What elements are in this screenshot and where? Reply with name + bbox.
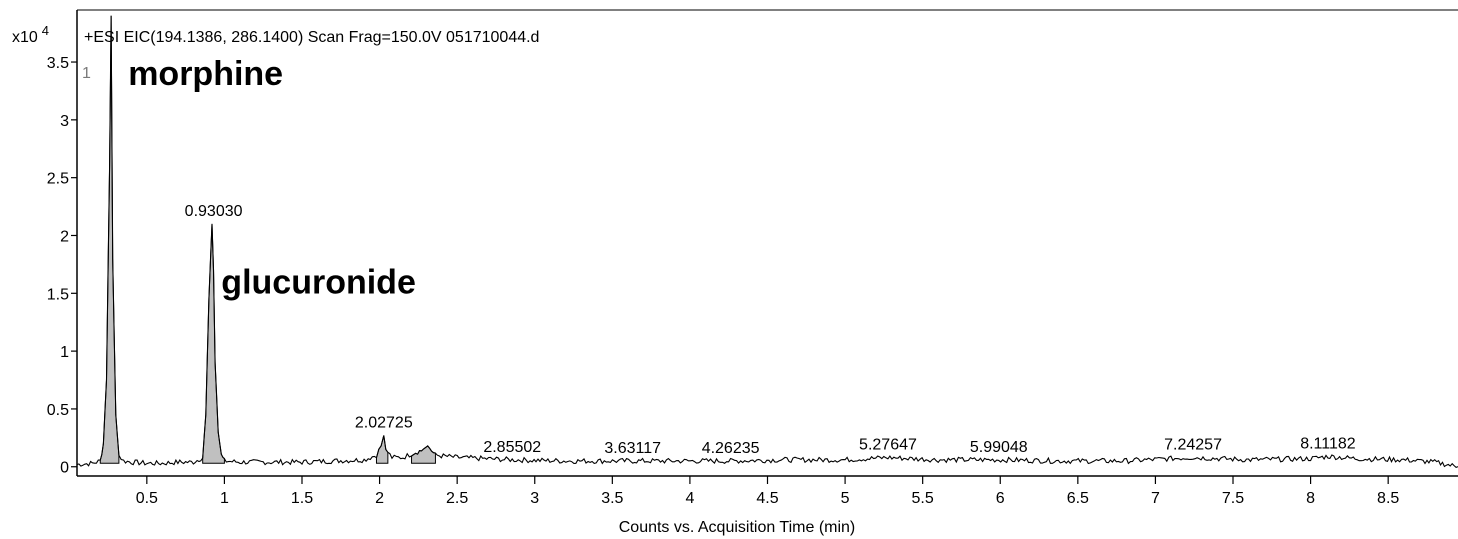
x-tick-label: 2	[375, 490, 384, 507]
corner-label: 1	[82, 65, 91, 82]
chart-title: +ESI EIC(194.1386, 286.1400) Scan Frag=1…	[84, 29, 539, 46]
x-tick-label: 0.5	[136, 490, 158, 507]
x-tick-label: 3	[530, 490, 539, 507]
peak-label: 7.24257	[1164, 436, 1222, 453]
x-tick-label: 1	[220, 490, 229, 507]
peak-label: 3.63117	[604, 440, 661, 457]
peak-label: 5.27647	[859, 436, 917, 453]
x-tick-label: 2.5	[446, 490, 468, 507]
y-tick-label: 0.5	[47, 402, 69, 419]
x-tick-label: 4	[685, 490, 694, 507]
peak-label: 4.26235	[702, 440, 760, 457]
y-exponent-power: 4	[42, 23, 49, 38]
x-tick-label: 7	[1151, 490, 1160, 507]
peak-label: 2.02725	[355, 415, 413, 432]
compound-annotation: morphine	[128, 55, 283, 93]
x-axis-label: Counts vs. Acquisition Time (min)	[619, 519, 856, 536]
y-tick-label: 3.5	[47, 55, 69, 72]
x-tick-label: 8	[1306, 490, 1315, 507]
peak-label: 5.99048	[970, 439, 1028, 456]
y-tick-label: 2	[60, 228, 69, 245]
compound-annotation: glucuronide	[221, 263, 416, 301]
plot-area: 0.5 1 1.5 2 2.5 3 3.5 4 4.5 5 5.5 6 6.5 7 7.5 8 8.5 0 0.5 1…	[47, 15, 1458, 507]
peak-label: 0.93030	[185, 203, 243, 220]
y-tick-label: 0	[60, 460, 69, 477]
peak-label: 2.85502	[483, 439, 541, 456]
chromatogram-trace	[76, 15, 1458, 469]
y-tick-label: 1.5	[47, 286, 69, 303]
y-tick-label: 3	[60, 113, 69, 130]
x-tick-label: 8.5	[1377, 490, 1399, 507]
x-tick-label: 6	[996, 490, 1005, 507]
x-tick-label: 1.5	[291, 490, 313, 507]
x-tick-label: 7.5	[1222, 490, 1244, 507]
y-tick-label: 1	[60, 344, 69, 361]
x-tick-label: 5.5	[912, 490, 934, 507]
x-tick-label: 3.5	[601, 490, 623, 507]
x-tick-label: 4.5	[756, 490, 778, 507]
x-tick-label: 5	[841, 490, 850, 507]
y-exponent-label: x10 4	[12, 23, 49, 46]
x-tick-label: 6.5	[1067, 490, 1089, 507]
peak-label: 8.11182	[1300, 435, 1356, 452]
y-tick-label: 2.5	[47, 171, 69, 188]
peak-area	[99, 15, 120, 464]
